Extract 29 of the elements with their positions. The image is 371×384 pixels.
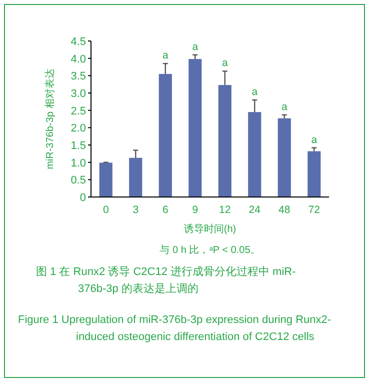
y-tick-label: 2.0 [70,122,86,135]
y-tick-label: 0 [80,192,86,204]
y-tick-label: 1.5 [70,140,86,152]
y-tick-label: 4.0 [70,53,86,66]
y-tick-label: 1.0 [70,157,86,170]
x-tick-label: 6 [162,204,168,216]
x-tick-label: 72 [308,204,320,216]
y-tick-label: 3.0 [70,88,86,100]
annotation: a [311,134,318,146]
y-tick-label: 2.5 [70,105,86,118]
text: 图 1 在 Runx2 诱导 C2C12 进行成骨分化过程中 miR-376b-3p 的表达是上调的 [36,265,297,297]
text: Figure 1 Upregulation of miR-376b-3p expression during Runx2-induced osteogenic differentiation of C2C12 cells [18,313,332,345]
x-tick-label: 3 [132,204,139,216]
annotation: a [281,100,288,113]
x-tick-label: 48 [278,204,290,216]
x-tick-label: 9 [192,204,198,216]
y-axis-title: miR-376b-3p 相对表达 [44,68,56,170]
annotation: a [222,57,228,70]
x-tick-label: 12 [219,204,231,216]
x-tick-label: 0 [102,204,109,216]
y-tick-label: 3.5 [70,70,86,83]
x-axis-title: 诱导时间(h) [184,223,236,235]
y-tick-label: 0.5 [70,174,86,187]
text: 与 0 h 比，ᵃP < 0.05。 [160,244,260,256]
y-tick-label: 4.5 [70,36,86,48]
annotation: a [252,86,258,98]
annotation: a [162,50,168,62]
annotation: a [192,40,198,53]
x-tick-label: 24 [248,204,261,216]
